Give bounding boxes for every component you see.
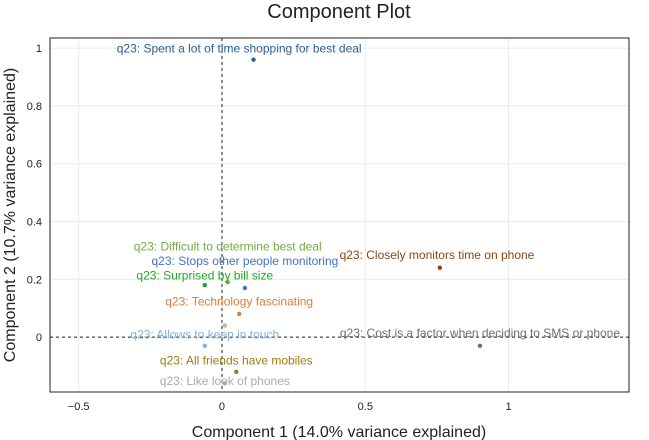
point-label: q23: Difficult to determine best deal — [134, 239, 322, 253]
chart-title: Component Plot — [267, 1, 411, 23]
y-tick-label: 0.4 — [27, 217, 42, 229]
point-label: q23: Technology fascinating — [165, 294, 313, 308]
data-point — [225, 279, 230, 285]
y-axis-label: Component 2 (10.7% variance explained) — [2, 68, 19, 362]
y-tick-label: 0.8 — [27, 101, 42, 113]
y-tick-label: 0.2 — [27, 274, 42, 286]
x-tick-label: −0.5 — [68, 401, 90, 413]
data-point — [222, 381, 228, 386]
data-point — [477, 343, 483, 348]
plot-frame — [49, 37, 630, 393]
point-label: q23: All friends have mobiles — [160, 354, 313, 368]
label-layer: q23: Spent a lot of time shopping for be… — [117, 41, 621, 387]
point-layer — [202, 57, 483, 386]
data-point — [202, 282, 207, 288]
y-tick-label: 1 — [36, 43, 42, 55]
x-tick-label: 0 — [219, 401, 225, 413]
point-label: q23: Closely monitors time on phone — [340, 248, 535, 262]
point-label: q23: Surprised by bill size — [136, 268, 273, 282]
tick-layer: −0.5 0 0.5 1 0 0.2 0.4 0.6 0.8 1 — [27, 43, 512, 413]
x-axis-label: Component 1 (14.0% variance explained) — [192, 424, 486, 440]
point-label: q23: Cost is a factor when deciding to S… — [340, 326, 620, 340]
data-point — [222, 323, 228, 328]
point-label: q23: Spent a lot of time shopping for be… — [117, 41, 362, 55]
data-point — [202, 343, 207, 348]
data-point — [242, 285, 248, 291]
point-label: q23: Stops other people monitoring — [152, 254, 339, 268]
y-tick-label: 0 — [36, 332, 42, 344]
x-tick-label: 0.5 — [358, 401, 373, 413]
point-label: q23: Like look of phones — [160, 374, 290, 388]
data-point — [437, 265, 443, 270]
data-point — [251, 57, 256, 62]
y-tick-label: 0.6 — [27, 159, 42, 171]
point-label: q23: Allows to keep in touch — [130, 328, 279, 342]
x-tick-label: 1 — [506, 401, 512, 413]
data-point — [236, 311, 242, 317]
data-point — [234, 369, 239, 374]
reference-lines — [50, 38, 629, 392]
